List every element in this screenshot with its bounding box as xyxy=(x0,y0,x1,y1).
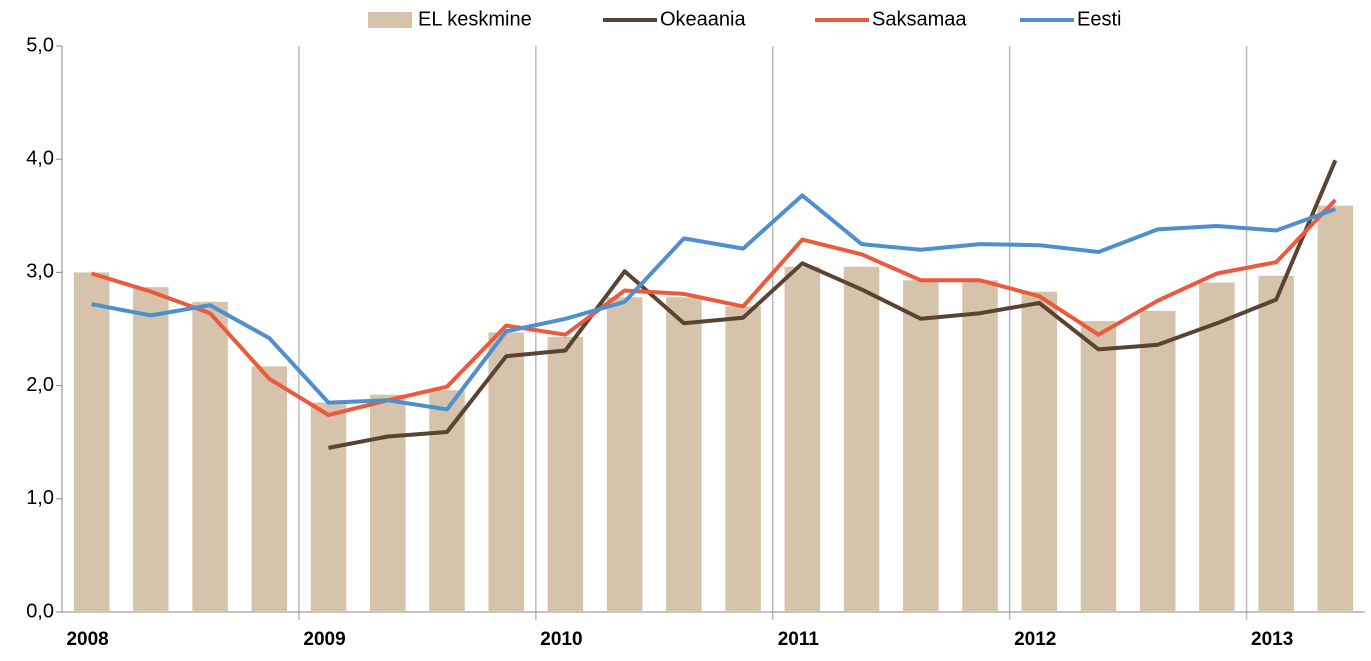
x-tick-label: 2011 xyxy=(778,629,820,650)
y-tick-label: 3,0 xyxy=(26,261,54,283)
bar xyxy=(192,301,228,612)
legend-label: Saksamaa xyxy=(872,8,967,30)
bar xyxy=(547,336,584,612)
bar xyxy=(962,280,998,612)
bar xyxy=(73,272,110,612)
legend-label: Okeaania xyxy=(660,8,746,30)
bar xyxy=(429,390,465,612)
bar xyxy=(1139,310,1176,612)
bar xyxy=(133,287,169,612)
y-tick-label: 1,0 xyxy=(26,487,54,509)
bar xyxy=(369,394,406,612)
y-tick-label: 0,0 xyxy=(26,600,54,622)
legend-swatch xyxy=(368,12,412,28)
bar xyxy=(725,306,761,612)
line xyxy=(328,159,1338,450)
bar xyxy=(1080,321,1117,612)
x-tick-label: 2012 xyxy=(1014,629,1056,650)
bar xyxy=(666,297,702,612)
bar xyxy=(310,402,347,612)
bar xyxy=(251,366,288,612)
y-tick-label: 2,0 xyxy=(26,374,54,396)
y-tick-label: 4,0 xyxy=(26,147,54,169)
bar xyxy=(1258,275,1294,612)
bar xyxy=(488,332,524,612)
bar xyxy=(1199,282,1235,612)
bar xyxy=(903,280,939,612)
line xyxy=(91,193,1337,412)
bar xyxy=(606,297,643,612)
bar xyxy=(1317,205,1354,612)
x-tick-label: 2010 xyxy=(540,629,582,650)
legend-label: EL keskmine xyxy=(418,8,532,30)
x-tick-label: 2009 xyxy=(303,629,345,650)
legend-label: Eesti xyxy=(1077,8,1121,30)
bar xyxy=(1021,291,1058,612)
x-tick-label: 2008 xyxy=(66,629,108,650)
y-tick-label: 5,0 xyxy=(26,34,54,56)
line xyxy=(91,198,1337,417)
bar xyxy=(843,266,880,612)
bar xyxy=(784,266,821,612)
x-tick-label: 2013 xyxy=(1251,629,1293,650)
